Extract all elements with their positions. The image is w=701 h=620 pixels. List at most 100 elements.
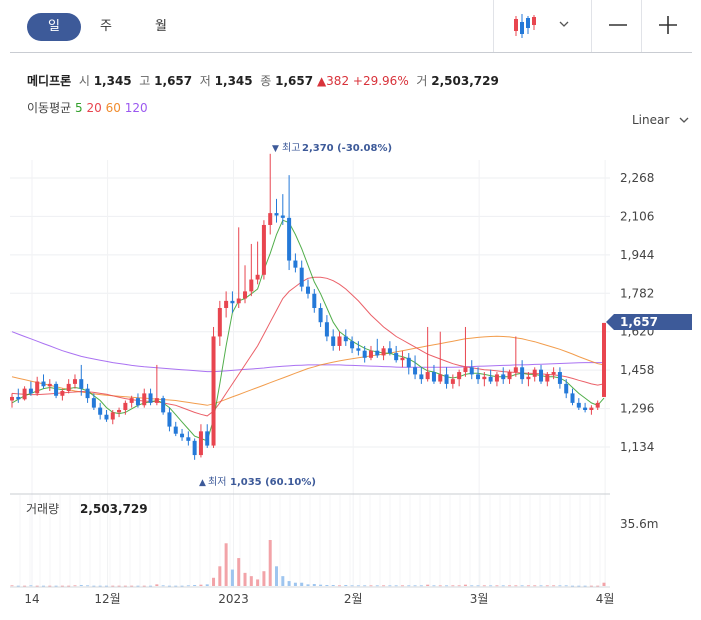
y-tick-label: 1,944 bbox=[620, 248, 654, 262]
min-value: 1,035 (60.10%) bbox=[230, 477, 316, 488]
volume-bar bbox=[48, 585, 52, 587]
candle-body bbox=[243, 291, 248, 299]
candle bbox=[450, 374, 455, 389]
volume-bar bbox=[142, 585, 146, 587]
candle bbox=[192, 438, 197, 460]
period-week-tab[interactable]: 주 bbox=[100, 19, 112, 34]
candle-body bbox=[551, 372, 556, 375]
candle bbox=[375, 338, 380, 358]
volume-bar bbox=[400, 585, 404, 587]
scale-selector[interactable]: Linear bbox=[632, 113, 690, 127]
candle-body bbox=[287, 217, 292, 261]
candle bbox=[72, 374, 77, 389]
candle-body bbox=[400, 357, 405, 361]
candle-body bbox=[236, 298, 241, 304]
candle bbox=[595, 400, 600, 410]
change-up-arrow-icon: ▲ bbox=[316, 74, 327, 88]
candle-body bbox=[135, 398, 140, 406]
volume-bar bbox=[281, 576, 285, 586]
candle bbox=[444, 367, 449, 389]
low-value: 1,345 bbox=[214, 74, 253, 88]
zoom-out-button[interactable] bbox=[591, 0, 642, 52]
candle bbox=[476, 367, 481, 384]
candle bbox=[148, 388, 153, 406]
candle-body bbox=[413, 367, 418, 375]
candle-body bbox=[142, 393, 147, 406]
candle-body bbox=[482, 376, 487, 380]
candle-body bbox=[110, 412, 115, 420]
ma120-line bbox=[11, 331, 604, 373]
candle-body bbox=[457, 372, 462, 380]
candle-body bbox=[117, 409, 122, 413]
y-tick-label: 1,458 bbox=[620, 363, 654, 377]
open-value: 1,345 bbox=[93, 74, 132, 88]
volume-bar bbox=[501, 585, 505, 587]
candle-body bbox=[488, 376, 493, 382]
candle bbox=[419, 367, 424, 384]
candle bbox=[243, 265, 248, 304]
high-label: 고 bbox=[139, 74, 151, 88]
candle bbox=[167, 407, 172, 432]
candle-body bbox=[324, 322, 329, 337]
candle bbox=[255, 241, 260, 285]
volume-bar bbox=[451, 585, 455, 587]
volume-bar bbox=[470, 585, 474, 587]
candle bbox=[91, 393, 96, 410]
candle-body bbox=[469, 367, 474, 375]
x-tick-label: 4월 bbox=[596, 592, 615, 606]
candle-body bbox=[425, 372, 430, 380]
candle-body bbox=[450, 379, 455, 384]
period-month-tab[interactable]: 월 bbox=[155, 19, 167, 34]
candle bbox=[539, 364, 544, 384]
candle-body bbox=[261, 224, 266, 275]
candle bbox=[249, 243, 254, 297]
change-percent: +29.96% bbox=[352, 74, 409, 88]
volume-bar bbox=[558, 585, 562, 587]
candle-body bbox=[60, 391, 65, 396]
chart-type-selector[interactable] bbox=[493, 0, 592, 52]
x-tick-label: 12월 bbox=[94, 592, 120, 606]
period-day-tab[interactable]: 일 bbox=[27, 13, 81, 41]
volume-bar bbox=[136, 585, 140, 587]
candle bbox=[173, 421, 178, 437]
chart-toolbar: 일 주 월 bbox=[10, 0, 692, 53]
volume-bar bbox=[369, 585, 373, 587]
candle bbox=[368, 345, 373, 361]
candle bbox=[331, 329, 336, 351]
candle bbox=[98, 402, 103, 420]
high-value: 1,657 bbox=[154, 74, 193, 88]
candle bbox=[180, 428, 185, 441]
x-tick-label: 2023 bbox=[218, 592, 249, 606]
candle-body bbox=[274, 213, 279, 216]
volume-bar bbox=[571, 585, 575, 587]
candle-body bbox=[230, 300, 235, 304]
zoom-in-button[interactable] bbox=[641, 0, 693, 52]
volume-bar bbox=[564, 585, 568, 587]
volume-bar bbox=[319, 584, 323, 586]
candle-body bbox=[520, 367, 525, 380]
candle bbox=[469, 360, 474, 380]
candle-body bbox=[557, 372, 562, 384]
ma20-line bbox=[11, 276, 605, 417]
close-value: 1,657 bbox=[275, 74, 314, 88]
min-annotation: ▲ 최저 1,035 (60.10%) bbox=[199, 476, 316, 488]
candle bbox=[35, 376, 40, 396]
candle-body bbox=[148, 393, 153, 403]
volume-bar bbox=[482, 585, 486, 587]
candle-body bbox=[507, 372, 512, 380]
candle-body bbox=[280, 215, 285, 218]
candle-body bbox=[318, 307, 323, 323]
candle bbox=[457, 369, 462, 387]
volume-bar bbox=[602, 582, 606, 586]
candle-body bbox=[476, 374, 481, 380]
moving-average-legend[interactable]: 이동평균 5 20 60 120 bbox=[27, 99, 148, 116]
candle-body bbox=[438, 374, 443, 382]
candle bbox=[394, 345, 399, 363]
current-price-value: 1,657 bbox=[620, 315, 658, 329]
volume-bar bbox=[438, 585, 442, 587]
max-label: 최고 bbox=[282, 142, 300, 154]
candle bbox=[387, 341, 392, 356]
volume-bar bbox=[533, 585, 537, 587]
volume-bar bbox=[596, 585, 600, 587]
